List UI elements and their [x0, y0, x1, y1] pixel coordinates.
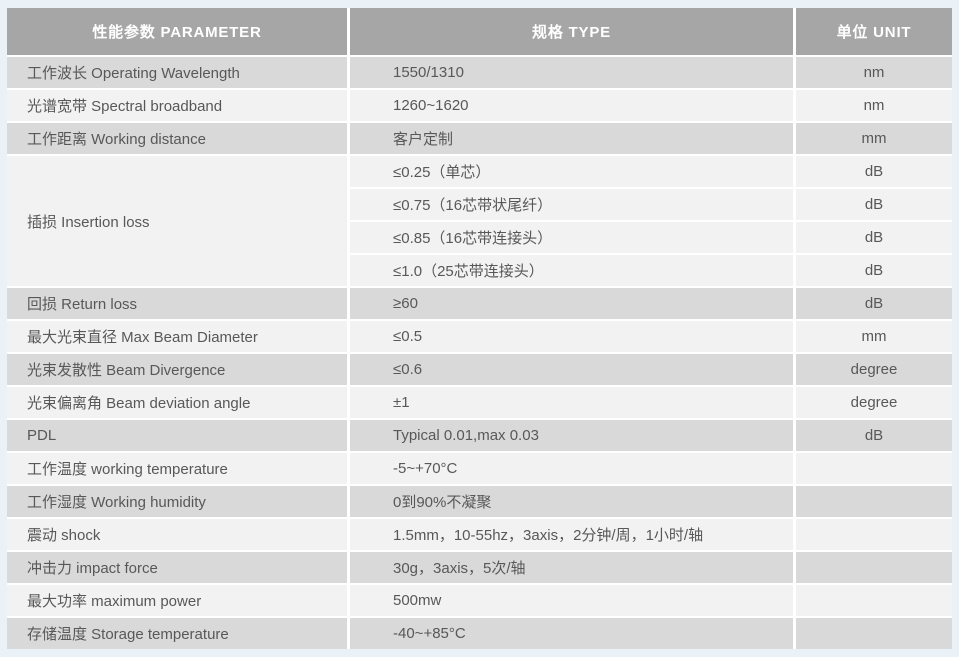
type-cell: ≤1.0（25芯带连接头） [350, 255, 793, 286]
spec-table: 性能参数 PARAMETER 规格 TYPE 单位 UNIT 工作波长 Oper… [7, 8, 952, 649]
param-cell: 工作距离 Working distance [7, 123, 347, 154]
param-cell: 光束发散性 Beam Divergence [7, 354, 347, 385]
unit-cell [796, 486, 952, 517]
param-cell: 冲击力 impact force [7, 552, 347, 583]
unit-cell: nm [796, 57, 952, 88]
param-cell: 光束偏离角 Beam deviation angle [7, 387, 347, 418]
unit-cell: dB [796, 189, 952, 220]
unit-cell [796, 618, 952, 649]
type-cell: 30g，3axis，5次/轴 [350, 552, 793, 583]
unit-cell: dB [796, 288, 952, 319]
param-cell: 工作温度 working temperature [7, 453, 347, 484]
type-cell: ±1 [350, 387, 793, 418]
type-cell: 1.5mm，10-55hz，3axis，2分钟/周，1小时/轴 [350, 519, 793, 550]
unit-cell [796, 585, 952, 616]
header-unit: 单位 UNIT [796, 8, 952, 55]
type-cell: ≤0.5 [350, 321, 793, 352]
param-cell: PDL [7, 420, 347, 451]
type-cell: 500mw [350, 585, 793, 616]
type-cell: ≥60 [350, 288, 793, 319]
type-cell: 1260~1620 [350, 90, 793, 121]
param-cell: 存储温度 Storage temperature [7, 618, 347, 649]
unit-cell: mm [796, 123, 952, 154]
type-cell: ≤0.75（16芯带状尾纤） [350, 189, 793, 220]
unit-cell: dB [796, 156, 952, 187]
type-cell: Typical 0.01,max 0.03 [350, 420, 793, 451]
type-cell: -5~+70°C [350, 453, 793, 484]
param-cell: 最大功率 maximum power [7, 585, 347, 616]
unit-cell: degree [796, 354, 952, 385]
header-parameter: 性能参数 PARAMETER [7, 8, 347, 55]
type-cell: ≤0.25（单芯） [350, 156, 793, 187]
unit-cell: degree [796, 387, 952, 418]
type-cell: 0到90%不凝聚 [350, 486, 793, 517]
unit-cell [796, 453, 952, 484]
unit-cell [796, 519, 952, 550]
param-cell: 光谱宽带 Spectral broadband [7, 90, 347, 121]
type-cell: -40~+85°C [350, 618, 793, 649]
param-cell: 回损 Return loss [7, 288, 347, 319]
type-cell: 1550/1310 [350, 57, 793, 88]
type-cell: 客户定制 [350, 123, 793, 154]
param-cell: 最大光束直径 Max Beam Diameter [7, 321, 347, 352]
unit-cell: dB [796, 222, 952, 253]
unit-cell: nm [796, 90, 952, 121]
param-cell: 震动 shock [7, 519, 347, 550]
unit-cell: dB [796, 255, 952, 286]
param-cell: 工作湿度 Working humidity [7, 486, 347, 517]
header-type: 规格 TYPE [350, 8, 793, 55]
unit-cell: mm [796, 321, 952, 352]
type-cell: ≤0.85（16芯带连接头） [350, 222, 793, 253]
unit-cell [796, 552, 952, 583]
param-cell: 工作波长 Operating Wavelength [7, 57, 347, 88]
param-cell: 插损 Insertion loss [7, 156, 347, 286]
type-cell: ≤0.6 [350, 354, 793, 385]
unit-cell: dB [796, 420, 952, 451]
